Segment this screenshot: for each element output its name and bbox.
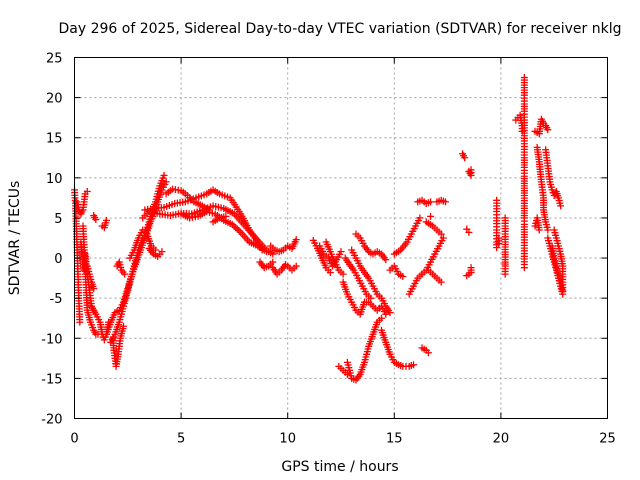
y-tick-label-8: 20 — [46, 92, 63, 107]
y-tick-label-3: -5 — [50, 292, 63, 307]
x-tick-label-5: 25 — [599, 432, 616, 447]
data-point-129 — [102, 216, 110, 224]
data-point-909 — [495, 234, 503, 242]
data-point-433 — [269, 250, 277, 258]
x-tick-label-4: 20 — [493, 432, 510, 447]
y-tick-label-2: -10 — [41, 332, 62, 347]
y-tick-label-1: -15 — [41, 372, 62, 387]
data-point-1014 — [520, 264, 528, 272]
data-point-753 — [386, 309, 394, 317]
data-point-834 — [427, 198, 435, 206]
data-point-771 — [382, 256, 390, 264]
data-point-708 — [343, 370, 351, 378]
data-point-856 — [437, 278, 445, 286]
data-point-595 — [292, 262, 300, 270]
chart-title: Day 296 of 2025, Sidereal Day-to-day VTE… — [59, 21, 622, 37]
data-point-889 — [467, 264, 475, 272]
data-point-906 — [493, 244, 501, 252]
data-point-864 — [437, 230, 445, 238]
data-point-882 — [467, 166, 475, 174]
y-tick-label-9: 25 — [46, 52, 63, 67]
data-point-849 — [439, 234, 447, 242]
data-point-1062 — [544, 226, 552, 234]
data-point-726 — [367, 294, 375, 302]
data-point-1071 — [535, 226, 543, 234]
data-point-869 — [441, 198, 449, 206]
x-tick-label-3: 15 — [386, 432, 403, 447]
data-point-375 — [158, 248, 166, 256]
data-point-338 — [162, 178, 170, 186]
data-points — [71, 74, 567, 384]
data-point-65 — [83, 187, 91, 195]
grid-lines — [74, 57, 608, 419]
data-point-668 — [382, 310, 390, 318]
data-point-181 — [90, 285, 98, 293]
data-point-884 — [465, 228, 473, 236]
data-point-558 — [222, 212, 230, 220]
y-tick-label-5: 5 — [54, 212, 62, 227]
axis-ticks: 0 5 10 15 20 25 -20 -15 -10 -5 0 5 10 15 20 25 — [41, 52, 616, 447]
y-tick-label-7: 15 — [46, 132, 63, 147]
data-point-877 — [461, 154, 469, 162]
y-tick-label-4: 0 — [54, 252, 62, 267]
data-point-818 — [416, 214, 424, 222]
data-point-273 — [160, 171, 168, 179]
y-tick-label-6: 10 — [46, 172, 63, 187]
data-point-703 — [378, 314, 386, 322]
data-point-932 — [501, 270, 509, 278]
x-axis-label: GPS time / hours — [281, 459, 398, 475]
data-point-124 — [92, 216, 100, 224]
y-axis-label: SDTVAR / TECUs — [7, 181, 23, 296]
data-point-1162 — [559, 288, 567, 296]
data-point-609 — [326, 268, 334, 276]
data-point-551 — [262, 248, 270, 256]
data-point-1028 — [544, 126, 552, 134]
y-tick-label-0: -20 — [41, 413, 62, 428]
data-point-1097 — [557, 202, 565, 210]
data-point-801 — [399, 273, 407, 281]
data-point-50 — [76, 318, 84, 326]
data-point-346 — [121, 270, 129, 278]
x-tick-label-2: 10 — [279, 432, 296, 447]
data-point-209 — [120, 322, 128, 330]
data-point-638 — [339, 270, 347, 278]
data-point-793 — [409, 361, 417, 369]
data-point-624 — [337, 248, 345, 256]
data-point-873 — [424, 349, 432, 357]
data-point-874 — [427, 212, 435, 220]
plot-frame — [74, 57, 608, 419]
x-tick-label-0: 0 — [70, 432, 78, 447]
data-point-581 — [292, 236, 300, 244]
x-tick-label-1: 5 — [177, 432, 185, 447]
